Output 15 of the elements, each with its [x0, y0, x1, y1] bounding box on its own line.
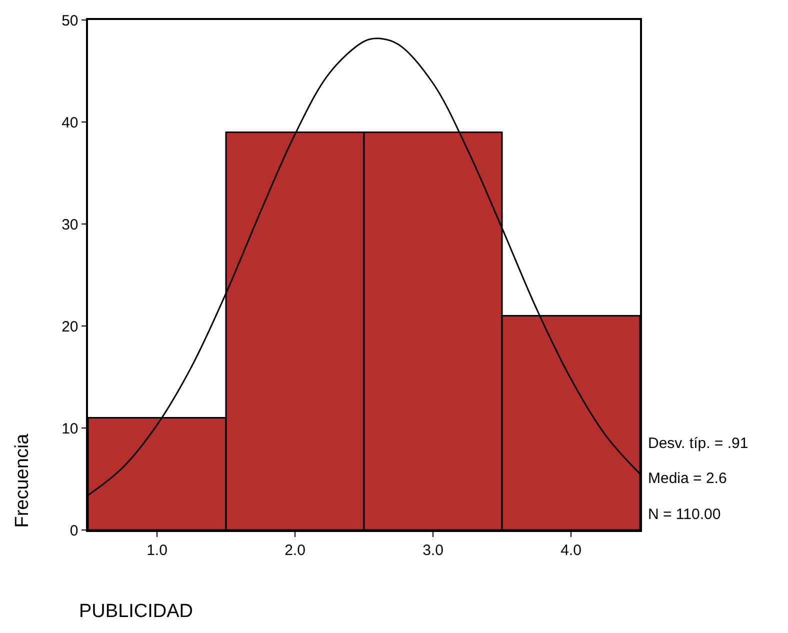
y-tick-label: 20 [62, 318, 78, 336]
x-tick-label: 1.0 [146, 542, 168, 559]
y-tick-label: 10 [62, 420, 78, 438]
x-tick-label: 2.0 [284, 542, 306, 559]
text: N = 110.00 [648, 506, 721, 523]
y-axis-title: Frecuencia [12, 433, 33, 528]
x-tick-label: 3.0 [422, 542, 444, 559]
y-tick-label: 50 [62, 12, 78, 30]
y-tick-label: 30 [62, 216, 78, 234]
y-tick-label: 40 [62, 114, 78, 132]
y-tick-label: 0 [70, 522, 78, 540]
text: Desv. típ. = .91 [648, 435, 748, 452]
text: Media = 2.6 [648, 470, 727, 487]
x-axis-title: PUBLICIDAD [79, 601, 194, 622]
x-tick-label: 4.0 [560, 542, 582, 559]
